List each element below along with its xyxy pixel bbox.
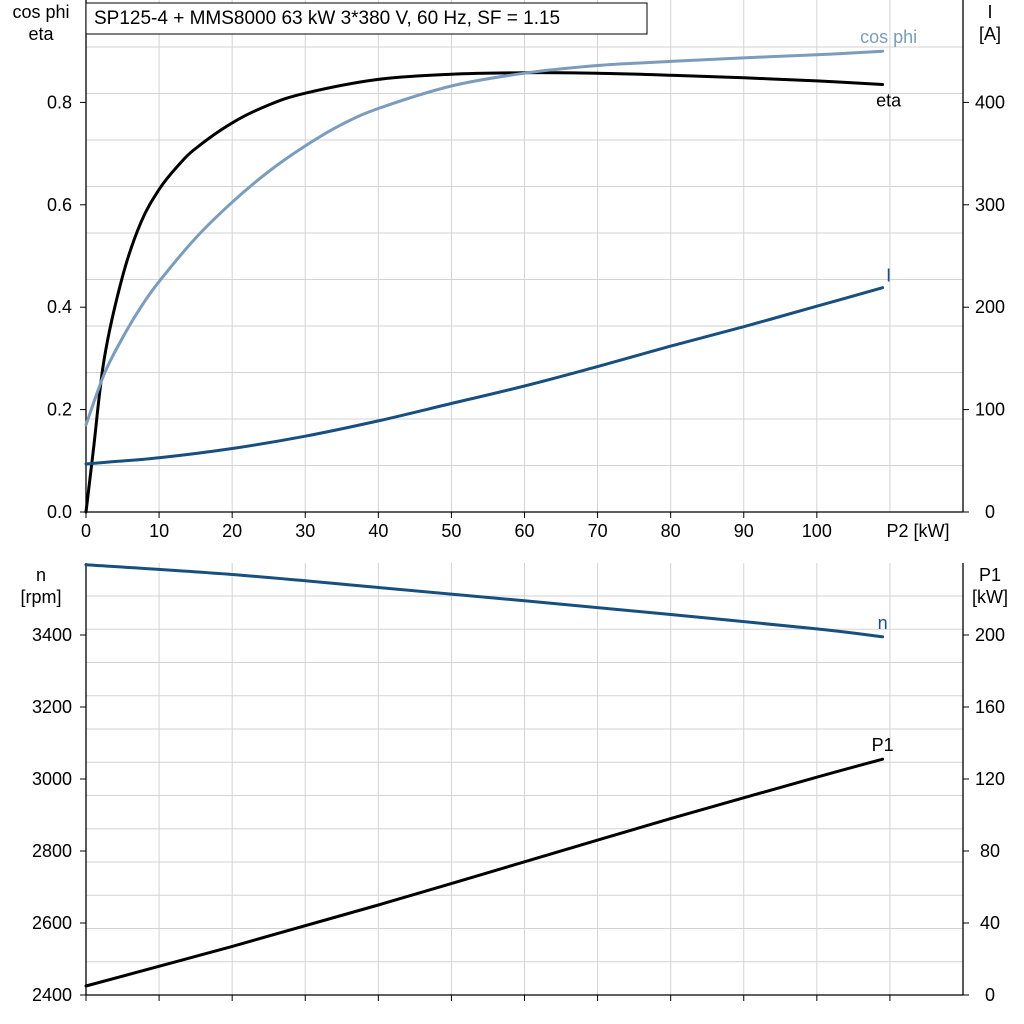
- left-axis-title: eta: [28, 24, 54, 44]
- left-tick-label: 0.0: [47, 502, 72, 522]
- x-tick-label: 90: [734, 521, 754, 541]
- frame-layer: [80, 0, 969, 1001]
- right-tick-label: 160: [975, 697, 1005, 717]
- x-tick-label: 60: [514, 521, 534, 541]
- x-tick-label: 80: [661, 521, 681, 541]
- grid-layer: [86, 0, 963, 995]
- left-tick-label: 0.4: [47, 297, 72, 317]
- left-axis-title: cos phi: [12, 2, 69, 22]
- left-tick-label: 2800: [32, 841, 72, 861]
- left-tick-label: 2600: [32, 913, 72, 933]
- right-tick-label: 120: [975, 769, 1005, 789]
- left-tick-label: 0.8: [47, 92, 72, 112]
- left-axis-title: [rpm]: [20, 587, 61, 607]
- series-line-cos-phi: [84, 49, 885, 427]
- x-tick-label: 100: [802, 521, 832, 541]
- series-layer: [84, 49, 885, 988]
- x-tick-label: 50: [441, 521, 461, 541]
- series-label-n: n: [878, 613, 888, 633]
- left-tick-label: 3000: [32, 769, 72, 789]
- x-tick-label: 30: [295, 521, 315, 541]
- right-tick-label: 400: [975, 92, 1005, 112]
- series-line-i: [84, 286, 885, 466]
- right-tick-label: 100: [975, 400, 1005, 420]
- series-line-eta: [84, 71, 885, 514]
- right-axis-title: I: [987, 2, 992, 22]
- x-tick-label: 40: [368, 521, 388, 541]
- right-tick-label: 200: [975, 297, 1005, 317]
- chart-title: SP125-4 + MMS8000 63 kW 3*380 V, 60 Hz, …: [94, 8, 560, 29]
- right-tick-label: 40: [980, 913, 1000, 933]
- x-tick-label: 10: [149, 521, 169, 541]
- x-tick-label: 70: [588, 521, 608, 541]
- right-tick-label: 200: [975, 625, 1005, 645]
- series-label-cos-phi: cos phi: [860, 27, 917, 47]
- right-tick-label: 300: [975, 195, 1005, 215]
- series-line-n: [84, 563, 885, 639]
- left-tick-label: 3200: [32, 697, 72, 717]
- series-line-p1: [84, 757, 885, 988]
- right-tick-label: 0: [985, 502, 995, 522]
- left-axis-title: n: [36, 565, 46, 585]
- right-tick-label: 0: [985, 985, 995, 1005]
- left-tick-label: 0.2: [47, 400, 72, 420]
- x-axis-title: P2 [kW]: [886, 521, 949, 541]
- x-tick-label: 20: [222, 521, 242, 541]
- right-axis-title: [kW]: [972, 587, 1008, 607]
- x-tick-label: 0: [81, 521, 91, 541]
- left-tick-label: 0.6: [47, 195, 72, 215]
- series-label-i: I: [886, 266, 891, 286]
- series-label-p1: P1: [872, 735, 894, 755]
- series-label-eta: eta: [876, 90, 902, 110]
- right-tick-label: 80: [980, 841, 1000, 861]
- left-tick-label: 2400: [32, 985, 72, 1005]
- title-box: [85, 2, 648, 35]
- right-axis-title: [A]: [979, 24, 1001, 44]
- left-tick-label: 3400: [32, 625, 72, 645]
- right-axis-title: P1: [979, 565, 1001, 585]
